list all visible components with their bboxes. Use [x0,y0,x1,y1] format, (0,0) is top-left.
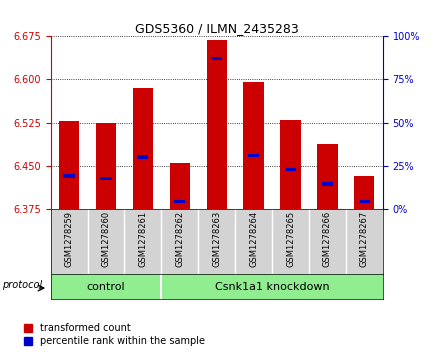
Text: GSM1278259: GSM1278259 [65,211,73,267]
Bar [133,88,153,209]
Bar [285,168,296,171]
Bar [211,57,222,60]
Text: GSM1278263: GSM1278263 [212,211,221,267]
Text: GSM1278266: GSM1278266 [323,211,332,267]
Legend: transformed count, percentile rank within the sample: transformed count, percentile rank withi… [22,322,207,348]
Text: GSM1278261: GSM1278261 [138,211,147,267]
Text: control: control [87,282,125,292]
Bar [96,122,116,209]
Text: protocol: protocol [3,281,43,290]
Text: Csnk1a1 knockdown: Csnk1a1 knockdown [215,282,330,292]
Bar [359,200,370,203]
Bar [170,163,190,209]
Bar [100,176,112,180]
Text: GSM1278265: GSM1278265 [286,211,295,267]
Text: GSM1278264: GSM1278264 [249,211,258,267]
Text: GSM1278260: GSM1278260 [102,211,110,267]
Bar [354,176,374,209]
Bar [137,155,148,159]
Text: GSM1278262: GSM1278262 [175,211,184,267]
Bar [206,40,227,209]
Bar [174,200,185,203]
Bar [63,174,75,178]
Bar [280,120,301,209]
Bar [59,121,79,209]
Bar [248,154,259,157]
Bar [317,144,337,209]
Text: GSM1278267: GSM1278267 [360,211,369,267]
Bar [243,82,264,209]
Bar [322,182,333,186]
Title: GDS5360 / ILMN_2435283: GDS5360 / ILMN_2435283 [135,22,299,35]
